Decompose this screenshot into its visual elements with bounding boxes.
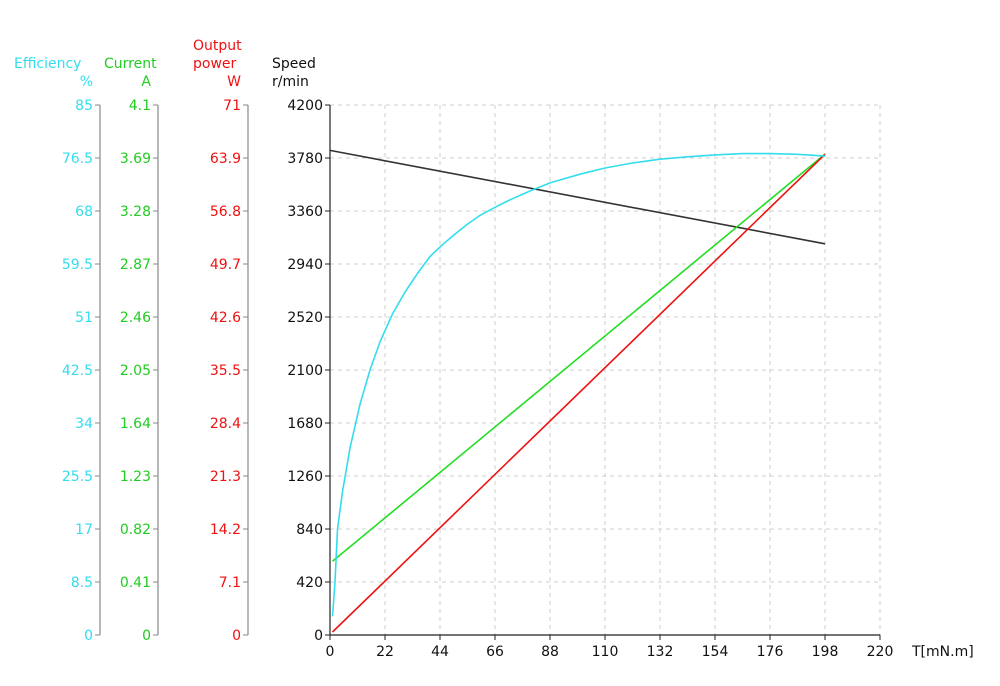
current-tick-label: 0 [142,628,151,644]
x-tick-label: 110 [592,644,619,660]
speed-tick-label: 3360 [287,204,323,220]
efficiency-tick-label: 59.5 [62,257,93,273]
power-tick-label: 28.4 [210,416,241,432]
x-tick-label: 154 [702,644,729,660]
current-tick-label: 3.28 [120,204,151,220]
efficiency-tick-label: 34 [75,416,93,432]
current-axis-title: A [141,74,151,90]
power-tick-label: 56.8 [210,204,241,220]
power-tick-label: 14.2 [210,522,241,538]
current-tick-label: 1.23 [120,469,151,485]
x-tick-label: 220 [867,644,894,660]
power-tick-label: 49.7 [210,257,241,273]
labels: 0 22 44 66 88 110 132 154 176 198 220 T[mN.m] 0 8.5 17… [14,38,974,660]
efficiency-curve [331,152,826,617]
speed-tick-label: 840 [296,522,323,538]
power-tick-label: 35.5 [210,363,241,379]
current-tick-label: 2.05 [120,363,151,379]
speed-tick-label: 2100 [287,363,323,379]
efficiency-tick-label: 8.5 [71,575,93,591]
current-tick-label: 3.69 [120,151,151,167]
speed-tick-label: 1260 [287,469,323,485]
efficiency-tick-label: 76.5 [62,151,93,167]
speed-tick-label: 420 [296,575,323,591]
current-tick-label: 0.41 [120,575,151,591]
efficiency-tick-label: 25.5 [62,469,93,485]
x-tick-label: 132 [647,644,674,660]
speed-tick-label: 1680 [287,416,323,432]
power-tick-label: 42.6 [210,310,241,326]
x-tick-label: 66 [486,644,504,660]
efficiency-tick-label: 68 [75,204,93,220]
current-axis-title: Current [104,56,157,72]
current-tick-label: 4.1 [129,98,151,114]
x-axis-label: T[mN.m] [911,644,974,660]
power-axis-title: Output [193,38,242,54]
axes [95,104,881,640]
current-tick-label: 1.64 [120,416,151,432]
efficiency-tick-label: 42.5 [62,363,93,379]
power-tick-label: 63.9 [210,151,241,167]
current-tick-label: 0.82 [120,522,151,538]
current-curve [331,153,826,562]
x-tick-label: 88 [541,644,559,660]
speed-tick-label: 3780 [287,151,323,167]
speed-tick-label: 0 [314,628,323,644]
efficiency-tick-label: 0 [84,628,93,644]
power-tick-label: 7.1 [219,575,241,591]
efficiency-tick-label: 17 [75,522,93,538]
efficiency-axis-title: % [80,74,93,90]
current-tick-label: 2.46 [120,310,151,326]
x-tick-label: 176 [757,644,784,660]
power-tick-label: 21.3 [210,469,241,485]
speed-axis-title: r/min [272,74,309,90]
power-tick-label: 71 [223,98,241,114]
power-curve [331,153,826,633]
speed-axis-title: Speed [272,56,316,72]
x-tick-label: 198 [812,644,839,660]
series [329,149,826,633]
x-tick-label: 0 [326,644,335,660]
speed-tick-label: 2940 [287,257,323,273]
power-axis-title: W [227,74,241,90]
efficiency-tick-label: 51 [75,310,93,326]
speed-tick-label: 2520 [287,310,323,326]
power-axis-title: power [193,56,237,72]
grid [330,104,881,635]
current-tick-label: 2.87 [120,257,151,273]
power-tick-label: 0 [232,628,241,644]
efficiency-tick-label: 85 [75,98,93,114]
efficiency-axis-title: Efficiency [14,56,81,72]
x-tick-label: 44 [431,644,449,660]
x-tick-label: 22 [376,644,394,660]
speed-tick-label: 4200 [287,98,323,114]
speed-curve [329,149,826,245]
